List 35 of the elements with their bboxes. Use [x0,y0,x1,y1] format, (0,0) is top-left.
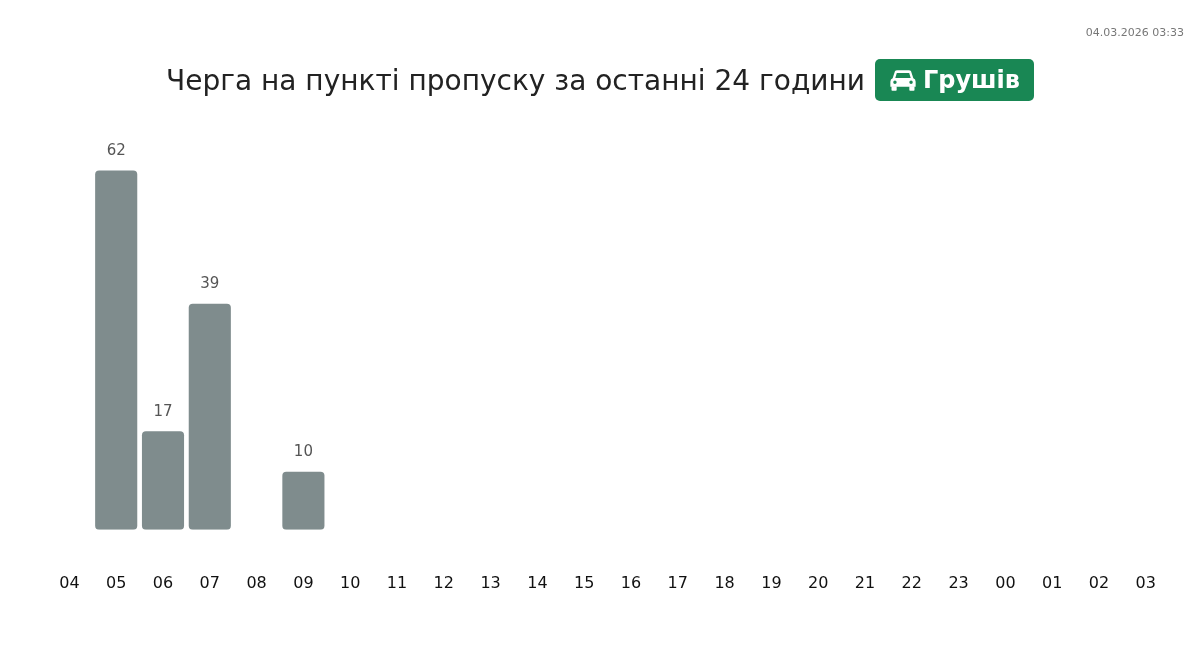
x-tick-label: 07 [199,572,220,592]
x-tick-label: 22 [901,572,922,592]
bar [141,431,185,530]
data-label: 62 [106,140,126,159]
x-tick-label: 10 [340,572,361,592]
x-tick-label: 05 [106,572,127,592]
chart-subtitle: Грушів [922,66,1020,94]
x-tick-label: 20 [808,572,829,592]
chart-title: Черга на пункті пропуску за останні 24 години [166,63,865,97]
x-tick-label: 15 [574,572,595,592]
x-tick-label: 11 [386,572,408,592]
x-tick-label: 02 [1088,572,1110,592]
x-tick-label: 14 [527,572,548,592]
x-tick-label: 23 [948,572,969,592]
bar [95,170,138,530]
x-tick-label: 21 [854,572,876,592]
x-tick-label: 13 [480,572,501,592]
bar [188,303,231,530]
bar [282,471,325,530]
data-label: 39 [200,274,220,293]
x-tick-label: 08 [246,572,267,592]
data-label: 17 [153,401,173,420]
text: 04.03.2026 03:33 [1085,26,1184,40]
x-tick-label: 06 [152,572,174,592]
x-tick-label: 09 [293,572,314,592]
data-label: 10 [293,442,313,461]
x-tick-label: 17 [667,572,688,592]
x-tick-label: 01 [1042,572,1063,592]
x-tick-label: 12 [433,572,454,592]
x-tick-label: 04 [59,572,80,592]
x-tick-label: 19 [761,572,782,592]
x-tick-label: 18 [714,572,735,592]
x-tick-label: 16 [620,572,642,592]
x-tick-label: 00 [995,572,1016,592]
x-tick-label: 03 [1135,572,1156,592]
